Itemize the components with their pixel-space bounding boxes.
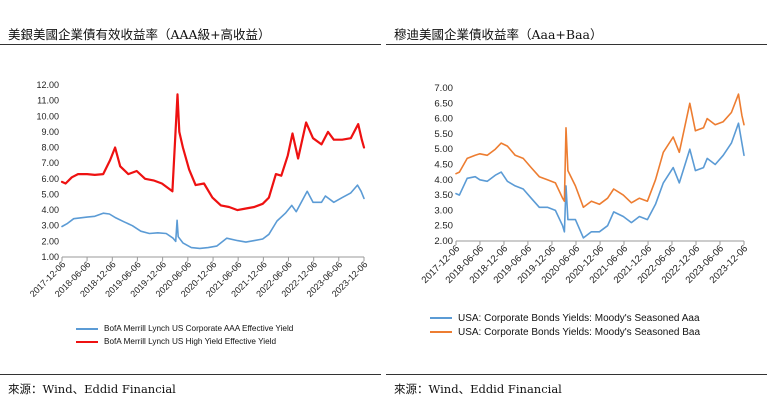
y-tick-label: 3.00: [434, 205, 453, 216]
legend-label-high-yield: BofA Merrill Lynch US High Yield Effecti…: [104, 337, 277, 346]
legend-item-aaa: BofA Merrill Lynch US Corporate AAA Effe…: [76, 322, 293, 335]
right-chart-panel: 穆迪美國企業債收益率（Aaa+Baa） 2.00 2.50 3.00 3.50 4.00…: [386, 0, 771, 401]
y-tick-label: 8.00: [41, 143, 59, 153]
right-chart-legend: USA: Corporate Bonds Yields: Moody's Sea…: [430, 311, 700, 339]
series-line-1: [61, 184, 365, 250]
right-title-divider: [386, 44, 767, 45]
y-tick-label: 5.00: [434, 144, 453, 155]
left-chart-source: 來源：Wind、Eddid Financial: [8, 382, 176, 396]
legend-swatch-baa: [430, 331, 452, 333]
series-line-2: [455, 93, 745, 209]
y-tick-label: 4.00: [434, 175, 453, 186]
series-line-2: [60, 93, 366, 212]
y-tick-label: 5.50: [434, 129, 453, 140]
legend-swatch-aaa: [430, 317, 452, 319]
legend-item-baa: USA: Corporate Bonds Yields: Moody's Sea…: [430, 325, 700, 339]
left-chart-legend: BofA Merrill Lynch US Corporate AAA Effe…: [76, 322, 293, 348]
y-tick-label: 7.00: [434, 83, 453, 94]
legend-swatch-aaa: [76, 327, 98, 330]
left-title-divider: [0, 44, 381, 45]
y-tick-label: 6.00: [41, 174, 59, 184]
right-line-chart: 2.00 2.50 3.00 3.50 4.00 4.50 5.00 5.50 6.00 6.50…: [420, 83, 750, 286]
left-source-divider: [0, 374, 381, 375]
y-tick-label: 1.00: [41, 252, 59, 262]
right-chart-title: 穆迪美國企業債收益率（Aaa+Baa）: [394, 27, 603, 42]
legend-label-baa: USA: Corporate Bonds Yields: Moody's Sea…: [458, 326, 701, 338]
y-tick-label: 3.50: [434, 190, 453, 201]
legend-item-aaa: USA: Corporate Bonds Yields: Moody's Sea…: [430, 311, 700, 325]
y-tick-label: 2.00: [434, 236, 453, 247]
y-tick-label: 4.50: [434, 160, 453, 171]
right-source-divider: [386, 374, 767, 375]
y-tick-label: 4.00: [41, 205, 59, 215]
right-chart-source: 來源：Wind、Eddid Financial: [394, 382, 562, 396]
y-tick-label: 5.00: [41, 189, 59, 199]
legend-label-aaa: BofA Merrill Lynch US Corporate AAA Effe…: [104, 324, 294, 333]
legend-label-aaa: USA: Corporate Bonds Yields: Moody's Sea…: [458, 312, 700, 324]
y-tick-label: 11.00: [37, 96, 59, 106]
y-tick-label: 7.00: [41, 158, 59, 168]
left-line-chart: 1.00 2.00 3.00 4.00 5.00 6.00 7.00 8.00 9.00 10.0…: [28, 80, 370, 299]
left-chart-panel: 美銀美國企業債有效收益率（AAA級+高收益） 1.00 2.00 3.00 4.00 5…: [0, 0, 385, 401]
y-tick-label: 2.00: [41, 236, 59, 246]
y-tick-label: 10.00: [36, 111, 59, 121]
y-tick-label: 6.00: [434, 114, 453, 125]
legend-swatch-high-yield: [76, 340, 98, 343]
left-chart-title: 美銀美國企業債有效收益率（AAA級+高收益）: [8, 27, 271, 42]
y-tick-label: 2.50: [434, 221, 453, 232]
legend-item-high-yield: BofA Merrill Lynch US High Yield Effecti…: [76, 335, 293, 348]
y-tick-label: 12.00: [36, 80, 59, 90]
series-line-1: [455, 122, 745, 239]
y-tick-label: 9.00: [41, 127, 59, 137]
y-tick-label: 3.00: [41, 221, 59, 231]
y-tick-label: 6.50: [434, 98, 453, 109]
